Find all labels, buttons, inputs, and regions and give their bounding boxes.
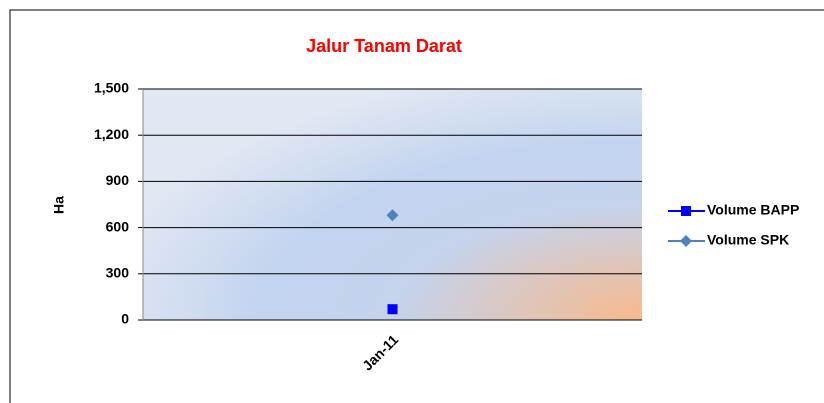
point — [681, 206, 691, 216]
legend-label: Volume SPK — [707, 232, 789, 248]
legend-label: Volume BAPP — [707, 202, 799, 218]
y-tick-label: 0 — [121, 311, 129, 327]
point — [387, 304, 398, 315]
y-tick-label: 1,200 — [94, 126, 129, 142]
plot-area — [143, 89, 642, 320]
point — [386, 209, 399, 222]
chart-title: Jalur Tanam Darat — [306, 36, 462, 56]
point — [680, 235, 692, 247]
y-tick-label: 600 — [106, 218, 130, 234]
y-axis-label: Ha — [51, 196, 67, 214]
y-tick-label: 300 — [106, 265, 130, 281]
y-tick-label: 1,500 — [94, 80, 129, 96]
x-tick-label: Jan-11 — [359, 331, 401, 373]
chart-border — [9, 9, 824, 403]
y-tick-label: 900 — [106, 172, 130, 188]
